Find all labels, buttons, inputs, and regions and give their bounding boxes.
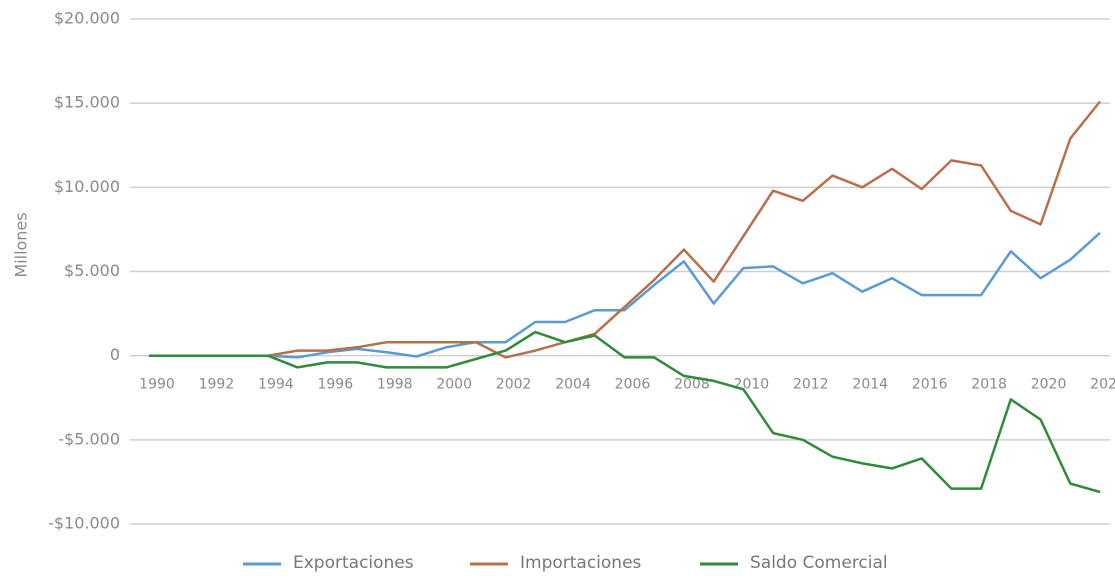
x-tick-label: 2016 (912, 377, 948, 393)
x-tick-label: 2012 (793, 377, 829, 393)
x-tick-label: 2000 (436, 377, 472, 393)
y-tick-label: $15.000 (54, 93, 120, 112)
x-tick-label: 2004 (555, 377, 591, 393)
legend-label: Exportaciones (293, 553, 414, 573)
y-axis-label: Millones (12, 212, 31, 277)
x-tick-label: 1992 (199, 377, 235, 393)
y-tick-label: 0 (110, 345, 120, 364)
legend: Exportaciones Importaciones Saldo Comercia… (243, 553, 888, 573)
y-tick-label: $10.000 (54, 177, 120, 196)
x-tick-label: 2022 (1090, 377, 1115, 393)
y-tick-label: -$5.000 (58, 429, 120, 448)
series-line (149, 100, 1101, 359)
series-line (149, 330, 1101, 494)
series-line (149, 231, 1101, 359)
y-tick-label: $5.000 (64, 261, 120, 280)
x-tick-label: 2020 (1031, 377, 1067, 393)
legend-label: Importaciones (520, 553, 642, 573)
x-tick-label: 1998 (377, 377, 413, 393)
y-tick-label: $20.000 (54, 9, 120, 28)
y-tick-label: -$10.000 (48, 514, 120, 533)
x-tick-label: 2008 (674, 377, 710, 393)
x-tick-label: 2014 (852, 377, 888, 393)
x-tick-label: 2010 (734, 377, 770, 393)
x-tick-label: 2006 (615, 377, 651, 393)
legend-label: Saldo Comercial (750, 553, 888, 573)
x-tick-label: 1996 (317, 377, 353, 393)
x-tick-label: 2002 (496, 377, 532, 393)
x-tick-label: 2018 (971, 377, 1007, 393)
x-tick-label: 1990 (139, 377, 175, 393)
x-tick-label: 1994 (258, 377, 294, 393)
